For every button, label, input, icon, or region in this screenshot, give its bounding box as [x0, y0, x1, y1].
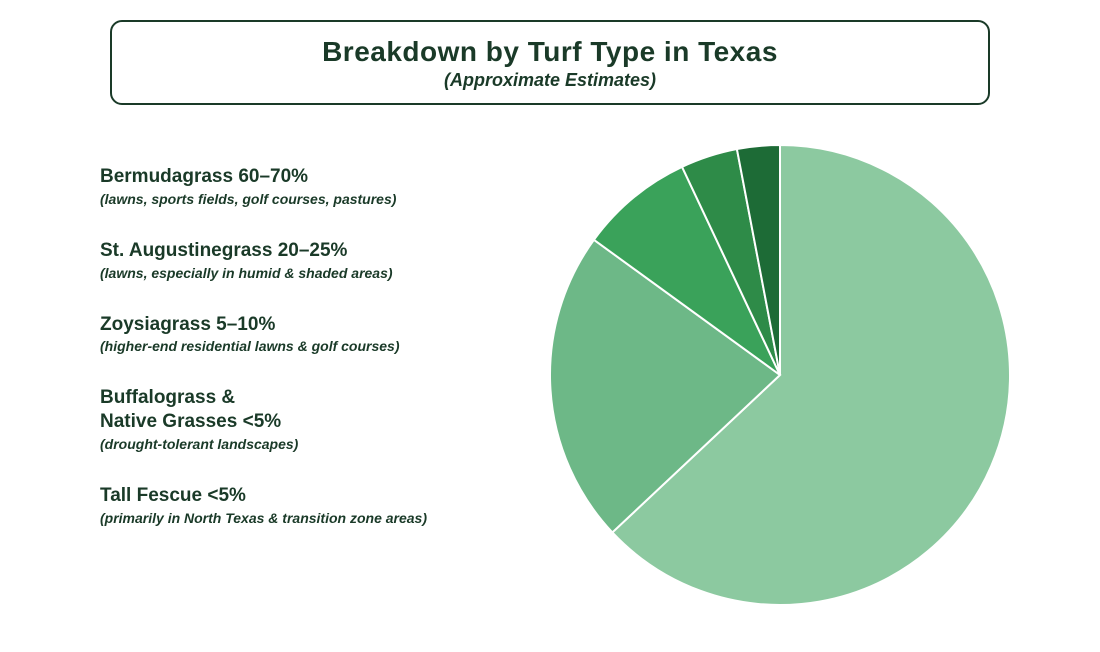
legend-desc: (primarily in North Texas & transition z…: [100, 510, 530, 526]
legend-desc: (drought-tolerant landscapes): [100, 436, 530, 452]
legend: Bermudagrass 60–70% (lawns, sports field…: [70, 145, 530, 558]
legend-item: Zoysiagrass 5–10% (higher-end residentia…: [100, 313, 530, 355]
legend-item: Buffalograss &Native Grasses <5% (drough…: [100, 386, 530, 452]
legend-item: St. Augustinegrass 20–25% (lawns, especi…: [100, 239, 530, 281]
legend-desc: (higher-end residential lawns & golf cou…: [100, 338, 530, 354]
legend-label: Zoysiagrass 5–10%: [100, 313, 530, 337]
legend-desc: (lawns, sports fields, golf courses, pas…: [100, 191, 530, 207]
content-row: Bermudagrass 60–70% (lawns, sports field…: [50, 145, 1050, 605]
page-title: Breakdown by Turf Type in Texas: [132, 36, 968, 68]
legend-label: Tall Fescue <5%: [100, 484, 530, 508]
pie-chart: [550, 145, 1010, 605]
legend-desc: (lawns, especially in humid & shaded are…: [100, 265, 530, 281]
legend-item: Tall Fescue <5% (primarily in North Texa…: [100, 484, 530, 526]
page-subtitle: (Approximate Estimates): [132, 70, 968, 91]
legend-label: Bermudagrass 60–70%: [100, 165, 530, 189]
legend-label: St. Augustinegrass 20–25%: [100, 239, 530, 263]
title-box: Breakdown by Turf Type in Texas (Approxi…: [110, 20, 990, 105]
legend-label: Buffalograss &Native Grasses <5%: [100, 386, 530, 434]
legend-item: Bermudagrass 60–70% (lawns, sports field…: [100, 165, 530, 207]
pie-chart-container: [530, 145, 1030, 605]
